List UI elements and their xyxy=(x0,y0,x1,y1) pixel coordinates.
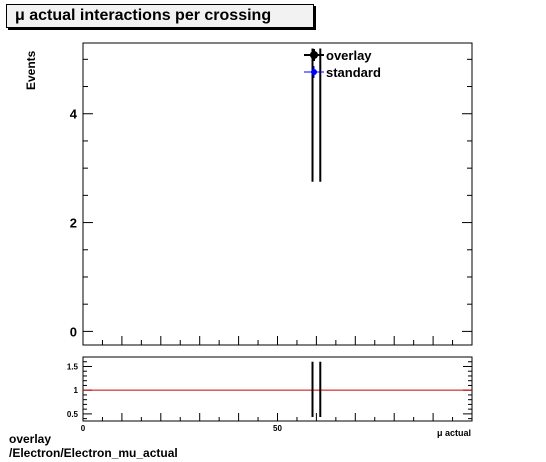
legend-marker xyxy=(311,69,317,75)
ratio-x-tick-label: 50 xyxy=(273,424,282,433)
x-axis-label: μ actual xyxy=(437,428,471,438)
main-x-ticks xyxy=(82,336,473,345)
y-tick-label: 2 xyxy=(70,216,77,231)
ratio-x-ticks: 0 50 xyxy=(81,413,473,433)
legend-marker xyxy=(310,51,318,59)
ratio-x-tick-label: 0 xyxy=(81,424,86,433)
y-tick-label: 0 xyxy=(70,324,77,339)
ratio-y-tick-label: 0.5 xyxy=(67,410,79,419)
ratio-y-tick-label: 1 xyxy=(74,386,79,395)
main-y-ticks: 0 2 4 xyxy=(70,58,472,339)
chart-title: μ actual interactions per crossing xyxy=(15,7,272,24)
legend-label: overlay xyxy=(326,48,372,63)
ratio-plot-frame xyxy=(82,356,473,422)
main-plot-frame xyxy=(82,42,473,346)
legend-label: standard xyxy=(326,65,381,80)
y-tick-label: 4 xyxy=(70,107,78,122)
ratio-y-tick-label: 1.5 xyxy=(67,362,79,371)
title-box: μ actual interactions per crossing xyxy=(6,4,314,28)
ratio-data-marks xyxy=(311,361,322,417)
footer-label: overlay xyxy=(9,432,52,446)
footer-path: /Electron/Electron_mu_actual xyxy=(9,446,178,460)
legend: overlay standard xyxy=(304,48,381,80)
